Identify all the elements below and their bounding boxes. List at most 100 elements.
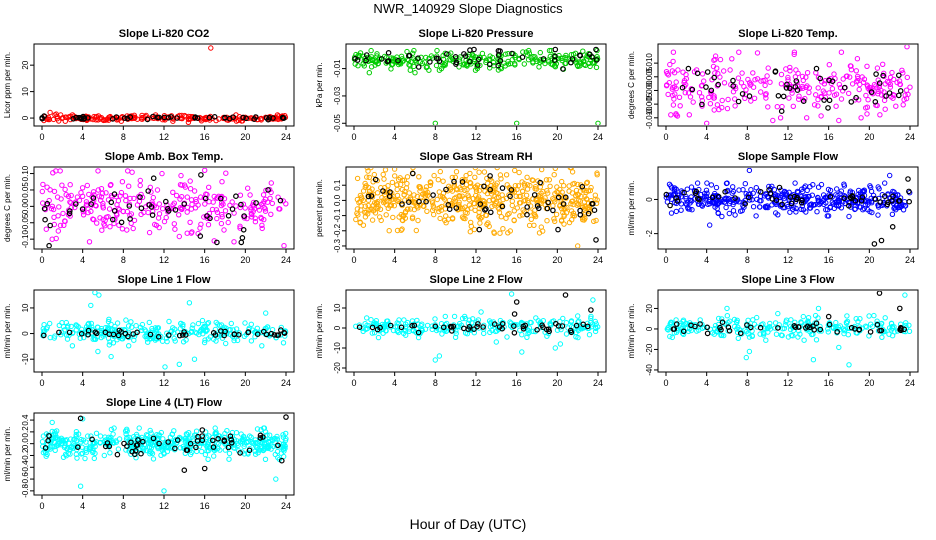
y-tick-label: 0.0 — [333, 194, 342, 206]
data-point — [462, 330, 469, 336]
reference-point — [352, 55, 358, 62]
data-point — [83, 439, 89, 445]
data-point — [524, 174, 530, 181]
data-point — [531, 222, 537, 229]
data-point — [882, 106, 888, 112]
data-point — [262, 456, 269, 462]
data-point — [533, 315, 539, 321]
reference-point — [474, 62, 481, 68]
reference-point — [42, 216, 48, 223]
y-axis-label: ml/min per min. — [3, 304, 12, 359]
data-point — [407, 67, 413, 73]
data-point — [158, 429, 165, 436]
data-point — [667, 333, 673, 340]
data-point — [479, 50, 486, 57]
data-point — [494, 328, 500, 334]
data-point — [848, 63, 854, 69]
data-point — [570, 212, 576, 219]
data-point — [566, 219, 573, 226]
data-point — [581, 58, 587, 64]
data-point — [434, 196, 440, 203]
data-point — [481, 169, 488, 175]
data-point — [91, 455, 98, 462]
data-point — [563, 331, 570, 337]
reference-point — [174, 437, 181, 443]
data-point — [787, 68, 793, 74]
reference-point — [56, 329, 62, 336]
data-point — [782, 204, 788, 211]
data-point — [751, 95, 758, 102]
data-point — [497, 230, 503, 236]
data-point — [280, 340, 287, 346]
reference-point — [374, 326, 381, 333]
reference-point — [467, 58, 473, 65]
data-point — [185, 119, 192, 125]
data-point — [62, 186, 68, 193]
reference-point — [487, 173, 493, 179]
data-point — [489, 203, 495, 210]
reference-point — [227, 433, 234, 440]
data-point — [732, 96, 738, 102]
data-point — [864, 63, 870, 70]
data-point — [226, 456, 232, 462]
data-point — [673, 112, 679, 118]
data-point — [219, 211, 225, 218]
data-point — [119, 179, 126, 185]
data-point — [560, 55, 566, 61]
data-point — [68, 443, 75, 450]
reference-point — [199, 427, 206, 433]
data-point — [577, 63, 583, 69]
data-point — [88, 302, 94, 309]
data-point — [85, 433, 91, 439]
y-tick-label: 10 — [21, 87, 30, 96]
data-point — [575, 201, 582, 207]
data-point — [763, 91, 769, 97]
data-point — [368, 168, 374, 171]
data-point — [172, 326, 178, 332]
data-point — [507, 319, 513, 325]
data-points — [353, 168, 600, 248]
data-point — [406, 190, 412, 196]
reference-point — [206, 114, 213, 121]
data-point — [218, 220, 225, 227]
reference-point — [132, 447, 139, 454]
reference-point — [118, 219, 125, 226]
reference-point — [451, 178, 457, 185]
data-point — [815, 305, 822, 312]
data-point — [562, 54, 568, 61]
data-point — [368, 64, 375, 70]
reference-point — [718, 326, 724, 333]
data-point — [523, 192, 530, 199]
reference-point — [102, 329, 109, 336]
data-point — [826, 61, 832, 68]
data-point — [243, 440, 250, 446]
reference-point — [415, 64, 422, 70]
reference-point — [145, 188, 152, 194]
reference-point — [584, 323, 591, 330]
panel-title: Slope Li-820 CO2 — [119, 28, 209, 40]
data-point — [523, 49, 529, 55]
reference-point — [41, 205, 48, 212]
data-point — [804, 196, 810, 202]
data-point — [797, 331, 803, 337]
data-point — [865, 97, 871, 103]
data-point — [134, 116, 141, 122]
reference-point — [453, 205, 460, 211]
data-point — [760, 330, 767, 336]
reference-point — [245, 329, 252, 335]
reference-point — [368, 193, 375, 199]
data-point — [736, 49, 742, 55]
data-point — [457, 320, 463, 327]
data-point — [161, 488, 167, 494]
reference-point — [278, 457, 285, 464]
reference-point — [73, 114, 79, 121]
reference-point — [380, 188, 386, 194]
y-tick-label: 0.010 — [645, 53, 654, 74]
data-point — [432, 316, 438, 322]
x-tick-label: 12 — [783, 255, 793, 265]
data-point — [559, 178, 565, 185]
data-point — [143, 432, 150, 438]
y-tick-label: 0.00 — [21, 198, 30, 214]
data-point — [424, 64, 430, 70]
data-point — [118, 189, 125, 196]
